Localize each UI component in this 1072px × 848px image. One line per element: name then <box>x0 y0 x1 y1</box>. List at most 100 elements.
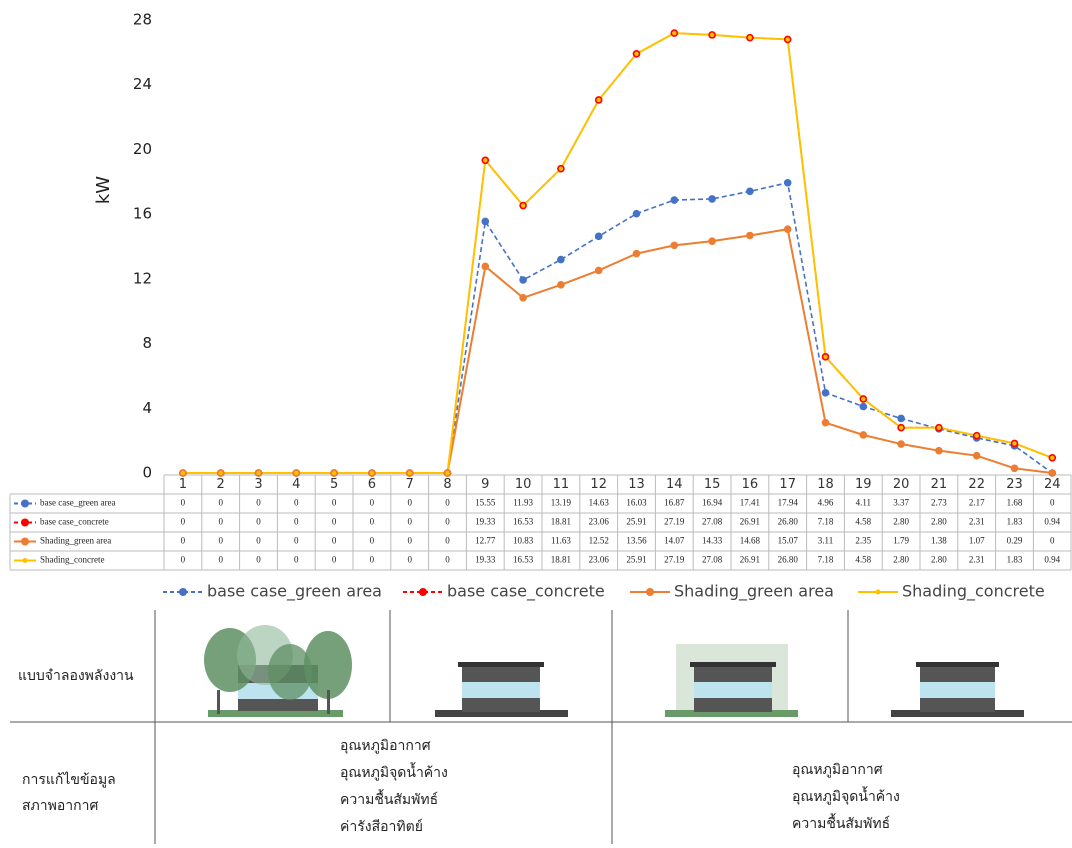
x-tick-label: 11 <box>553 477 570 492</box>
legend-marker <box>419 588 427 596</box>
data-point <box>594 266 603 275</box>
table-cell: 11.93 <box>513 498 533 508</box>
table-cell: 4.96 <box>818 498 834 508</box>
table-cell: 1.83 <box>1007 555 1023 565</box>
table-cell: 11.63 <box>551 536 571 546</box>
table-cell: 25.91 <box>626 555 646 565</box>
x-tick-label: 4 <box>292 477 300 492</box>
roof <box>916 662 999 667</box>
data-point <box>407 470 412 476</box>
table-cell: 3.37 <box>893 498 909 508</box>
table-cell: 0 <box>256 517 261 527</box>
table-cell: 0 <box>445 536 450 546</box>
y-tick-label: 12 <box>133 269 152 287</box>
data-point <box>1012 441 1017 446</box>
table-cell: 26.91 <box>740 517 760 527</box>
x-tick-label: 13 <box>628 477 645 492</box>
table-cell: 0 <box>445 517 450 527</box>
table-cell: 0 <box>1050 536 1055 546</box>
data-point <box>218 470 223 476</box>
data-point <box>821 418 830 427</box>
data-point <box>785 37 790 42</box>
table-legend-marker <box>21 518 29 527</box>
y-tick-label: 8 <box>142 334 152 352</box>
table-cell: 14.63 <box>589 498 610 508</box>
table-cell: 0 <box>256 536 261 546</box>
data-point <box>445 470 450 476</box>
table-cell: 0 <box>370 517 375 527</box>
data-point <box>594 232 603 241</box>
table-cell: 16.53 <box>513 517 534 527</box>
data-point <box>634 51 639 57</box>
data-point <box>859 402 868 411</box>
data-point <box>859 431 868 439</box>
data-point <box>670 241 679 250</box>
data-point <box>708 195 716 203</box>
x-tick-label: 18 <box>817 477 834 492</box>
diagram <box>10 610 1072 844</box>
data-point <box>897 440 905 448</box>
table-cell: 18.81 <box>551 517 571 527</box>
y-tick-label: 0 <box>142 464 152 482</box>
x-tick-label: 15 <box>704 477 721 492</box>
ground <box>435 710 568 717</box>
data-point <box>520 203 526 208</box>
data-point <box>974 433 979 438</box>
data-point <box>670 196 679 204</box>
table-cell: 2.80 <box>931 555 947 565</box>
table-cell: 27.08 <box>702 555 723 565</box>
data-point <box>708 237 716 245</box>
table-cell: 0.29 <box>1007 536 1023 546</box>
y-tick-label: 28 <box>133 11 152 29</box>
table-cell: 0 <box>218 555 223 565</box>
series-line <box>182 228 1053 474</box>
y-tick-label: 16 <box>133 205 152 223</box>
table-cell: 0 <box>332 517 337 527</box>
table-cell: 4.58 <box>855 555 871 565</box>
table-cell: 15.07 <box>778 536 799 546</box>
table-cell: 2.17 <box>969 498 985 508</box>
legend-label: base case_green area <box>207 582 382 602</box>
table-cell: 26.91 <box>740 555 760 565</box>
table-cell: 25.91 <box>626 517 646 527</box>
row-label: แบบจำลองพลังงาน <box>18 668 134 684</box>
table-cell: 16.94 <box>702 498 723 508</box>
table-cell: 12.77 <box>475 536 496 546</box>
table-cell: 2.31 <box>969 517 985 527</box>
x-tick-label: 8 <box>443 477 451 492</box>
data-point <box>747 35 753 40</box>
data-point <box>632 249 641 258</box>
tree <box>304 631 352 699</box>
table-series-name: base case_concrete <box>40 517 109 527</box>
table-cell: 7.18 <box>818 555 834 565</box>
table-cell: 19.33 <box>475 555 496 565</box>
table-cell: 2.31 <box>969 555 985 565</box>
x-tick-label: 3 <box>254 477 262 492</box>
x-tick-label: 1 <box>179 477 187 492</box>
table-legend-marker <box>22 558 28 563</box>
table-cell: 7.18 <box>818 517 834 527</box>
row-label: การแก้ไขข้อมูล <box>22 771 116 788</box>
table-cell: 0 <box>407 536 412 546</box>
data-point <box>783 225 792 233</box>
table-cell: 2.80 <box>931 517 947 527</box>
trunk <box>327 690 330 714</box>
x-tick-label: 14 <box>666 477 683 492</box>
table-cell: 17.94 <box>778 498 799 508</box>
table-cell: 1.79 <box>893 536 909 546</box>
ground <box>208 710 343 717</box>
x-tick-label: 23 <box>1006 477 1023 492</box>
x-tick-label: 17 <box>779 477 796 492</box>
data-point <box>746 231 754 240</box>
ground <box>665 710 798 717</box>
table-cell: 14.68 <box>740 536 761 546</box>
table-cell: 0.94 <box>1044 517 1060 527</box>
weather-item: ความชื้นสัมพัทธ์ <box>340 789 438 808</box>
data-point <box>821 388 830 397</box>
table-cell: 15.55 <box>475 498 496 508</box>
x-tick-label: 20 <box>893 477 910 492</box>
table-cell: 0 <box>332 498 337 508</box>
data-point <box>672 30 677 36</box>
data-point <box>897 414 905 423</box>
data-point <box>898 425 904 430</box>
